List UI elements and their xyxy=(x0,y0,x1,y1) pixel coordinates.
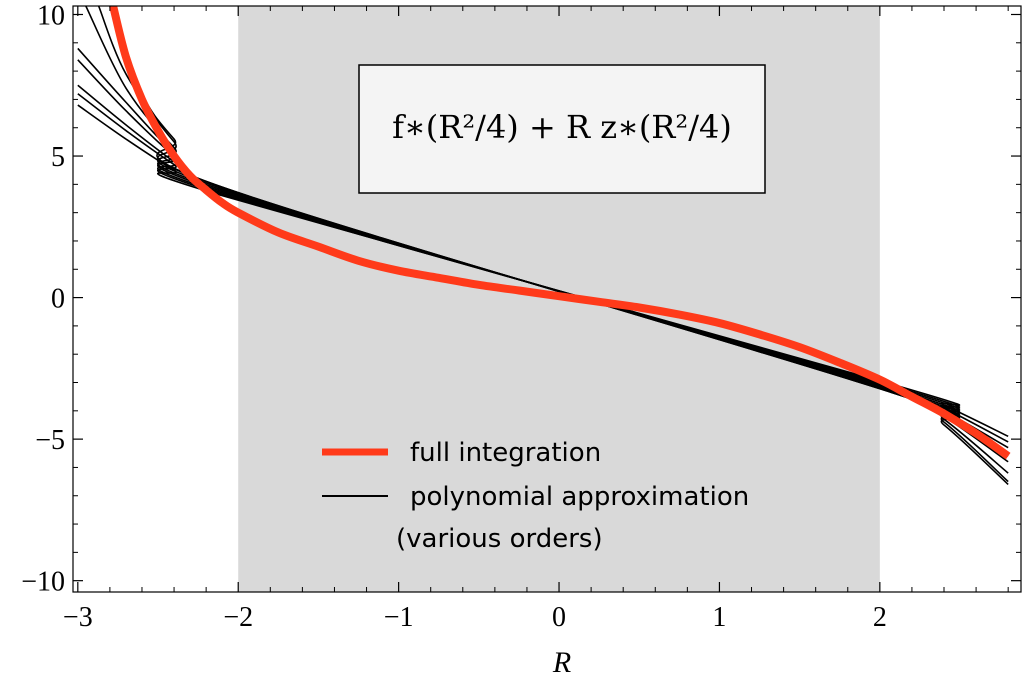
legend-label-polynomial: polynomial approximation xyxy=(410,482,749,512)
legend-label-polynomial-orders: (various orders) xyxy=(396,524,603,554)
x-tick-label: −3 xyxy=(63,602,93,633)
x-tick-label: 2 xyxy=(873,602,887,633)
legend-label-full-integration: full integration xyxy=(410,438,601,468)
series-line-polynomial-8 xyxy=(109,6,1009,486)
plot-frame xyxy=(72,5,1022,593)
x-tick-label: −1 xyxy=(384,602,414,633)
x-axis-title: R xyxy=(552,646,571,679)
x-tick-label: 1 xyxy=(712,602,726,633)
legend: full integration polynomial approximatio… xyxy=(322,438,749,554)
x-tick-label: 0 xyxy=(552,602,566,633)
formula-box: f∗(R²/4) + R z∗(R²/4) xyxy=(358,64,766,194)
y-tick-label: 10 xyxy=(37,0,65,31)
y-tick-label: −10 xyxy=(21,567,65,598)
x-tick-label: −2 xyxy=(223,602,253,633)
series-line-full-integration xyxy=(109,6,1011,460)
formula-label: f∗(R²/4) + R z∗(R²/4) xyxy=(392,108,732,146)
y-tick-label: 0 xyxy=(51,284,65,315)
y-tick-label: 5 xyxy=(51,142,65,173)
y-tick-label: −5 xyxy=(35,425,65,456)
